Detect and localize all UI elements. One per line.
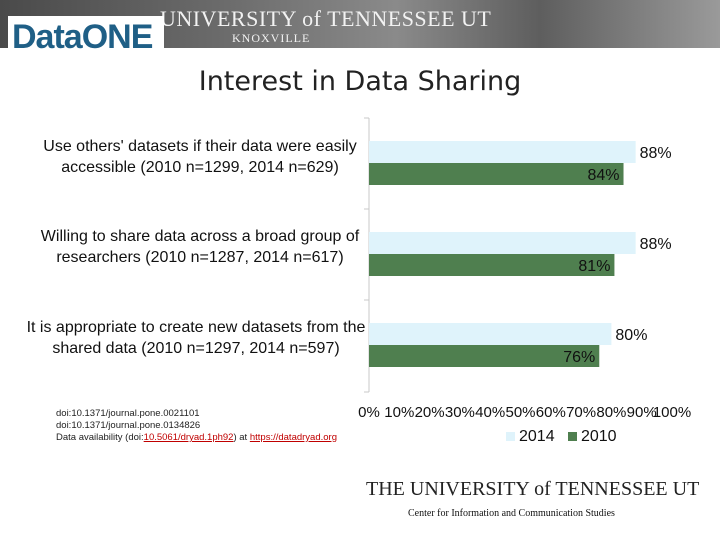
dryad-doi-link[interactable]: 10.5061/dryad.1ph92: [143, 432, 234, 443]
dataone-logo: DataONE: [8, 16, 164, 60]
footer-university-logo: THE UNIVERSITY of TENNESSEE UT: [366, 478, 700, 500]
x-tick-label-7: 70%: [566, 404, 596, 421]
x-tick-label-5: 50%: [505, 404, 535, 421]
data-label-2010-cat1: 84%: [587, 167, 619, 184]
logo-text: DataONE: [12, 18, 153, 56]
x-tick-label-6: 60%: [536, 404, 566, 421]
category-label-2: Willing to share data across a broad gro…: [40, 228, 360, 266]
data-label-2010-cat2: 81%: [578, 258, 610, 275]
category-label-3: It is appropriate to create new datasets…: [26, 319, 366, 357]
legend-swatch-2010: [567, 432, 577, 442]
legend-label-2014: 2014: [519, 428, 555, 445]
bar-2014-cat1: [369, 141, 636, 163]
university-name: UNIVERSITY of TENNESSEE UT: [160, 6, 492, 31]
dryad-url-link[interactable]: https://datadryad.org: [249, 432, 337, 443]
availability-prefix: Data availability (doi:: [56, 432, 144, 443]
legend-label-2010: 2010: [580, 428, 617, 445]
x-tick-label-4: 40%: [475, 404, 505, 421]
bar-2010-cat2: [369, 254, 615, 276]
x-tick-label-0: 0%: [358, 404, 380, 421]
slide-body: [28, 60, 688, 540]
x-tick-label-9: 90%: [627, 404, 657, 421]
legend-swatch-2014: [506, 432, 515, 442]
bar-2010-cat1: [369, 163, 624, 185]
campus-name: KNOXVILLE: [232, 31, 311, 45]
bar-2014-cat3: [369, 323, 612, 345]
data-label-2014-cat2: 88%: [640, 236, 672, 253]
data-label-2014-cat1: 88%: [640, 145, 672, 162]
data-label-2014-cat3: 80%: [615, 327, 647, 344]
x-tick-label-2: 20%: [415, 404, 445, 421]
bar-2010-cat3: [369, 345, 600, 367]
chart-legend: 2014 2010: [506, 428, 617, 446]
data-availability: Data availability (doi:10.5061/dryad.1ph…: [56, 432, 337, 443]
availability-middle: ) at: [233, 432, 250, 443]
x-tick-label-1: 10%: [384, 404, 414, 421]
citation-2: doi:10.1371/journal.pone.0134826: [56, 420, 201, 431]
citation-1: doi:10.1371/journal.pone.0021101: [56, 408, 200, 419]
x-tick-label-8: 80%: [596, 404, 626, 421]
footer-center-name: Center for Information and Communication…: [408, 508, 615, 519]
chart-title: Interest in Data Sharing: [198, 66, 522, 97]
x-tick-label-10: 100%: [653, 404, 691, 421]
x-tick-label-3: 30%: [445, 404, 475, 421]
bar-2014-cat2: [369, 232, 636, 254]
data-label-2010-cat3: 76%: [563, 349, 595, 366]
category-label-1: Use others' datasets if their data were …: [43, 138, 357, 176]
